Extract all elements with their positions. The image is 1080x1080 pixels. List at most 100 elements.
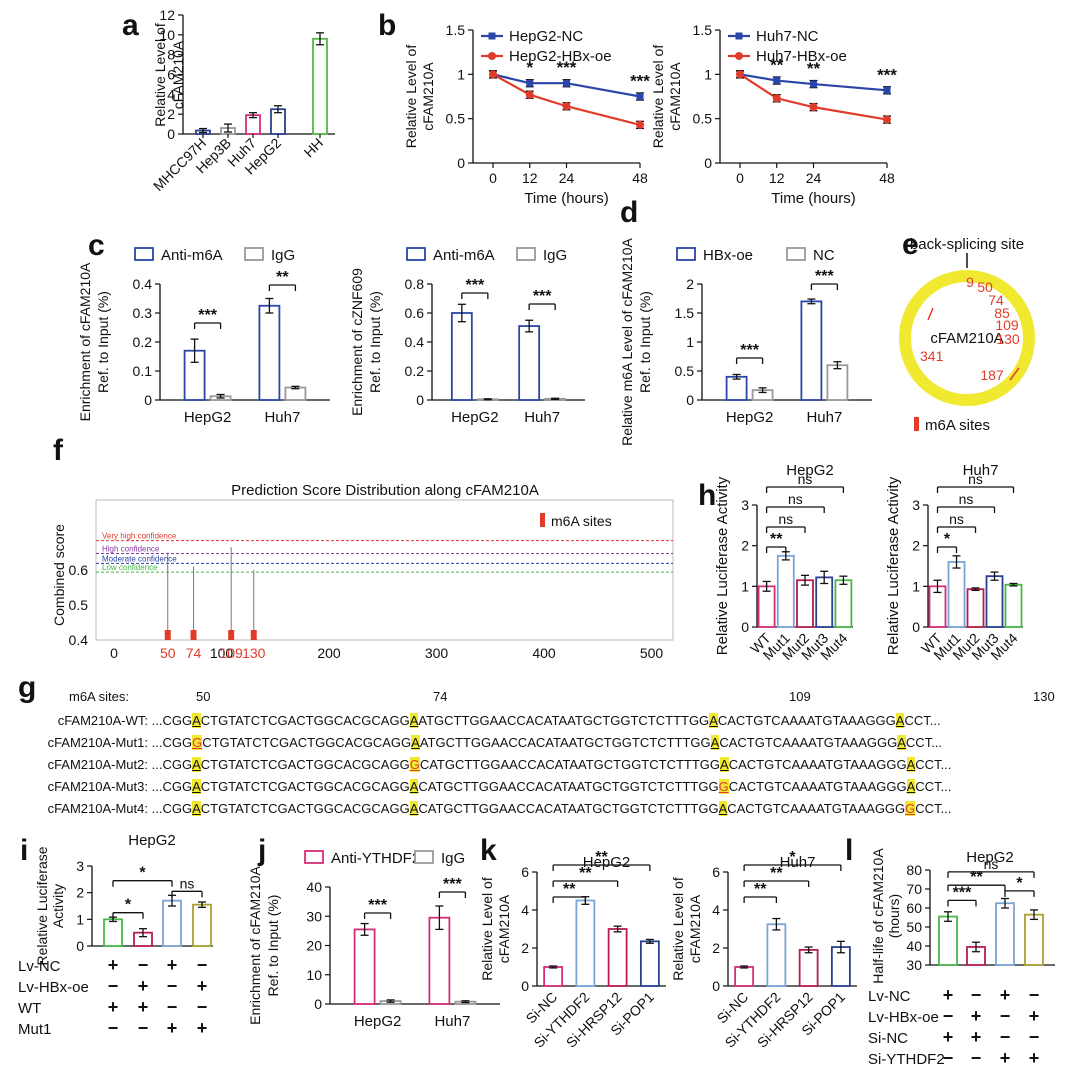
h2-sig-label: ns: [968, 471, 983, 487]
seq-site-base: A: [192, 801, 201, 816]
c1-x-tick-label: Huh7: [264, 409, 300, 426]
j-sig-label: ***: [443, 876, 462, 893]
seq-fragment: ATGCTTGGAACCACATAATGCTGGTCTCTTTGG: [419, 735, 711, 750]
d-y-tick-label: 2: [686, 276, 694, 292]
i-condition-sign: +: [197, 976, 208, 996]
d-legend-label: HBx-oe: [703, 247, 753, 264]
h1-y-tick-label: 0: [741, 619, 749, 635]
seq-site-base: A: [897, 735, 906, 750]
seq-site-base: A: [710, 735, 720, 750]
a-y-tick-label: 10: [159, 27, 175, 43]
i-condition-sign: +: [138, 997, 149, 1017]
k1-y-tick-label: 6: [521, 864, 529, 880]
back-splicing-label: back-splicing site: [910, 236, 1024, 253]
h1-bar-Mut1: [776, 554, 795, 628]
l-sig-label: ***: [953, 884, 972, 901]
b2-sig-label: **: [807, 59, 821, 78]
l-condition-sign: −: [971, 1048, 982, 1068]
d-bar-HBx-oe-HepG2: [725, 375, 748, 401]
seq-row: cFAM210A-Mut4: ...CGGACTGTATCTCGACTGGCAC…: [0, 801, 951, 816]
seq-site-base: A: [906, 779, 916, 794]
seq-fragment: CTGTATCTCGACTGGCACGCAGG: [200, 713, 410, 728]
k2-ylabel-2: cFAM210A: [687, 894, 703, 963]
b2-series-1-line: [739, 73, 888, 121]
h2-y-tick-label: 3: [912, 497, 920, 513]
i-condition-sign: −: [108, 1018, 119, 1038]
panel-letter-g: g: [18, 671, 36, 704]
b2-y-tick-label: 1.5: [693, 22, 713, 38]
b2-y-tick-label: 1: [704, 66, 712, 82]
d-y-tick-label: 1.5: [675, 305, 695, 321]
l-ylabel-2: (hours): [886, 894, 902, 938]
c1-ylabel: Enrichment of cFAM210A: [77, 262, 93, 421]
b1-x-tick-label: 48: [632, 170, 648, 186]
seq-fragment: CCT...: [904, 713, 941, 728]
b2-x-tick-label: 24: [806, 170, 822, 186]
h2-bar-Mut2: [966, 588, 985, 628]
l-sig-label: *: [1016, 875, 1023, 892]
b2-x-tick-label: 12: [769, 170, 785, 186]
panel-letter-h: h: [698, 479, 716, 512]
b1-ylabel: Relative Level of: [403, 45, 419, 149]
f-site-label: 130: [242, 645, 266, 661]
b2-series-0-marker: [883, 86, 891, 94]
b2-legend-label: Huh7-NC: [756, 28, 819, 45]
f-x-tick-label: 500: [640, 645, 664, 661]
c2-legend-swatch: [516, 247, 536, 261]
h2-ylabel: Relative Luciferase Activity: [885, 476, 902, 655]
f-x-tick-label: 0: [110, 645, 118, 661]
c2-x-tick-label: Huh7: [524, 409, 560, 426]
h1-y-tick-label: 2: [741, 538, 749, 554]
h1-bar-Mut3: [815, 576, 834, 628]
a-ylabel: Relative Level of: [152, 23, 168, 127]
seq-row: cFAM210A-Mut3: ...CGGACTGTATCTCGACTGGCAC…: [0, 779, 951, 794]
f-x-tick-label: 300: [425, 645, 449, 661]
j-ylabel: Enrichment of cFAM210A: [247, 865, 263, 1024]
i-condition-sign: −: [167, 976, 178, 996]
f-ylabel: Combined score: [51, 524, 67, 626]
seq-site-base: A: [192, 757, 201, 772]
c1-y-tick-label: 0.1: [133, 363, 153, 379]
direction-arrow: [1009, 367, 1020, 381]
k1-y-tick-label: 0: [521, 978, 529, 994]
panel-letter-k: k: [480, 834, 497, 867]
l-sig-label: ns: [984, 856, 999, 872]
b2-legend-label: Huh7-HBx-oe: [756, 48, 847, 65]
j-x-tick-label: HepG2: [354, 1013, 402, 1030]
seq-site-base: A: [718, 801, 728, 816]
m6a-site-label: 85: [994, 305, 1010, 321]
direction-arrow: [927, 307, 934, 321]
j-y-tick-label: 40: [306, 879, 322, 895]
circrna-center-label: cFAM210A: [930, 330, 1003, 347]
c2-sig-label: ***: [533, 288, 552, 305]
d-sig-label: ***: [815, 268, 834, 285]
f-site-label: 109: [219, 645, 243, 661]
k1-bar-Si-HRSP12: [607, 928, 628, 987]
b1-ylabel-2: cFAM210A: [420, 62, 436, 131]
i-condition-sign: −: [197, 997, 208, 1017]
i-condition-label: Lv-NC: [18, 958, 61, 975]
a-y-tick-label: 6: [167, 67, 175, 83]
i-y-tick-label: 0: [76, 938, 84, 954]
c2-legend-swatch: [406, 247, 426, 261]
b1-series-1-marker: [489, 70, 497, 79]
a-y-tick-label: 4: [167, 86, 175, 102]
k2-sig-label: **: [770, 865, 783, 882]
f-site-marker: [190, 630, 197, 640]
c2-bar-Anti-m6A-HepG2: [450, 312, 473, 401]
i-condition-sign: −: [108, 976, 119, 996]
seq-site-base: A: [192, 713, 201, 728]
circrna-ring: [899, 270, 1035, 406]
k1-bar-Si-NC: [543, 966, 564, 987]
l-condition-label: Lv-NC: [868, 988, 911, 1005]
i-bar: [192, 903, 212, 947]
seq-site-base: A: [906, 757, 916, 772]
f-threshold-label: High confidence: [102, 545, 160, 554]
c2-legend-label: IgG: [543, 247, 567, 264]
l-condition-label: Si-NC: [868, 1030, 908, 1047]
b2-legend-marker: [735, 32, 743, 40]
m6a-site-label: 341: [920, 348, 944, 364]
d-legend-swatch: [676, 247, 696, 261]
k1-ylabel-2: cFAM210A: [496, 894, 512, 963]
seq-fragment: CACTGTCAAAATGTAAAGGG: [728, 779, 907, 794]
